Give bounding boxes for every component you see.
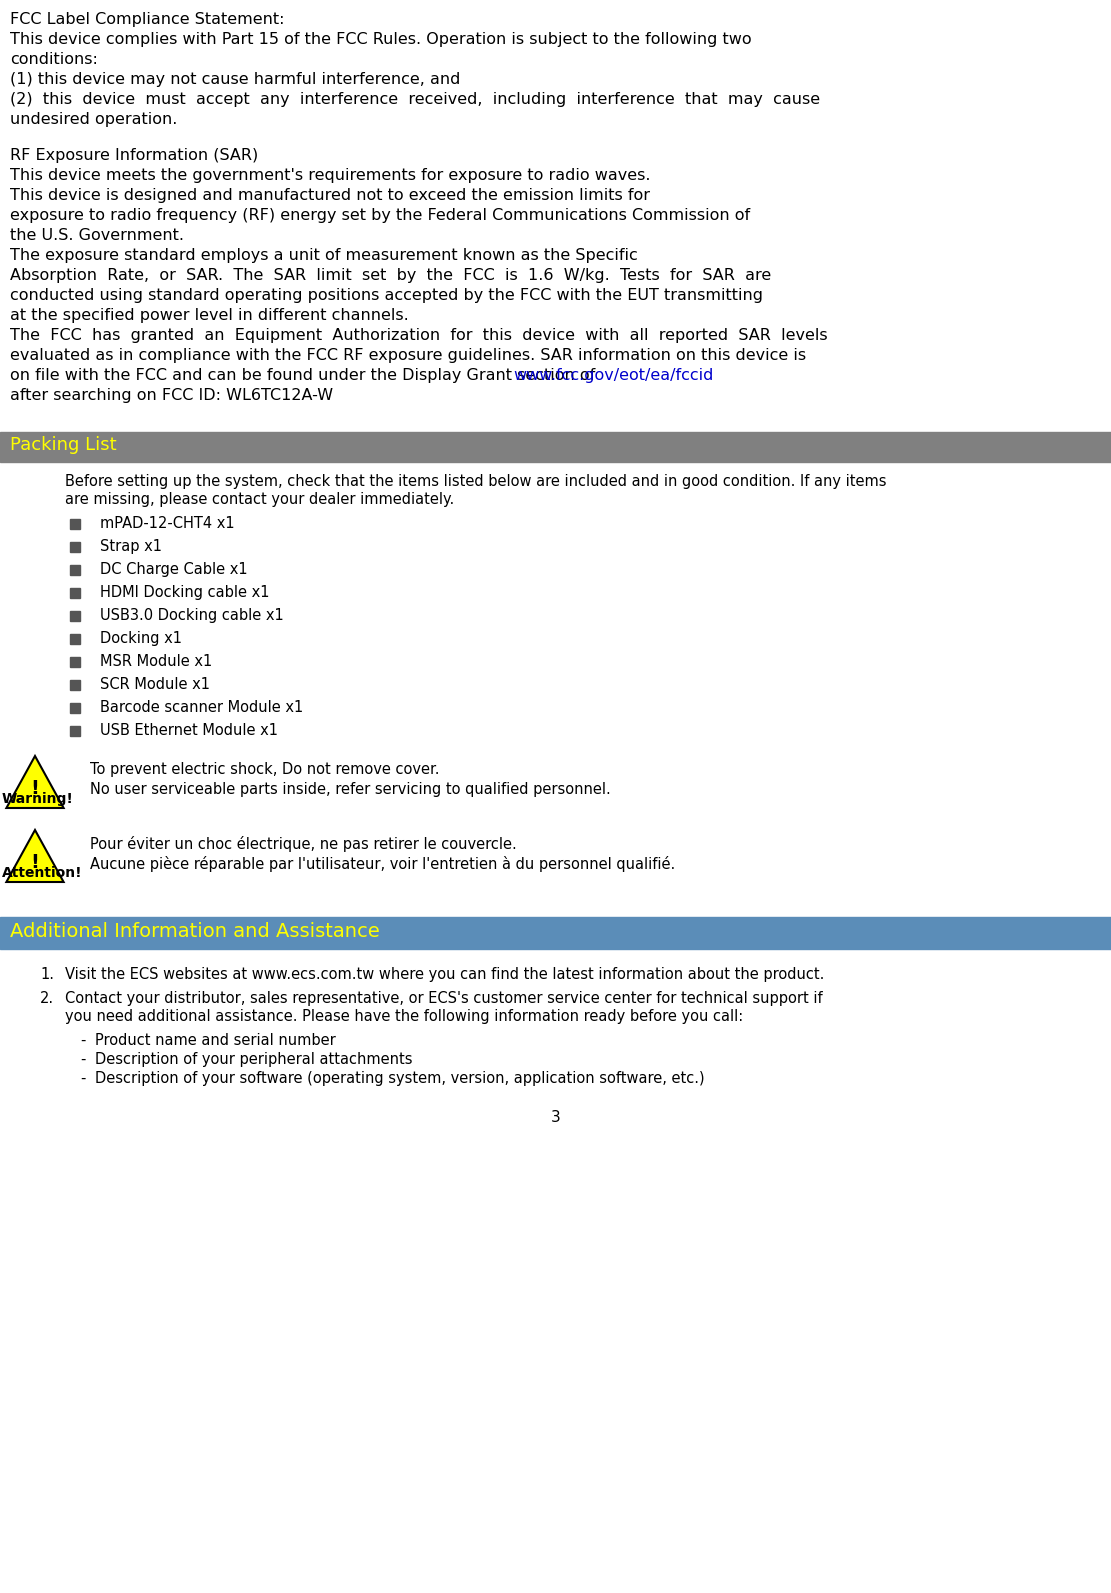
Text: are missing, please contact your dealer immediately.: are missing, please contact your dealer … [66,492,454,507]
Text: mPAD-12-CHT4 x1: mPAD-12-CHT4 x1 [100,516,234,530]
Text: USB3.0 Docking cable x1: USB3.0 Docking cable x1 [100,609,283,623]
Text: conducted using standard operating positions accepted by the FCC with the EUT tr: conducted using standard operating posit… [10,288,763,303]
Bar [70,519,80,529]
Text: conditions:: conditions: [10,53,98,67]
Bar [70,703,80,714]
Bar [70,656,80,667]
Text: at the specified power level in different channels.: at the specified power level in differen… [10,307,409,323]
Text: Additional Information and Assistance: Additional Information and Assistance [10,922,380,941]
Text: Warning!: Warning! [2,792,73,806]
Text: Description of your software (operating system, version, application software, e: Description of your software (operating … [96,1070,704,1086]
Polygon shape [7,757,63,808]
Text: www.fcc.gov/eot/ea/fccid: www.fcc.gov/eot/ea/fccid [513,368,714,382]
Text: Description of your peripheral attachments: Description of your peripheral attachmen… [96,1051,412,1067]
Bar [0,918,1111,949]
Text: (2)  this  device  must  accept  any  interference  received,  including  interf: (2) this device must accept any interfer… [10,92,820,107]
Bar [70,634,80,644]
Text: The  FCC  has  granted  an  Equipment  Authorization  for  this  device  with  a: The FCC has granted an Equipment Authori… [10,328,828,342]
Text: Docking x1: Docking x1 [100,631,182,647]
Text: -: - [80,1051,86,1067]
Text: -: - [80,1070,86,1086]
Text: on file with the FCC and can be found under the Display Grant section of: on file with the FCC and can be found un… [10,368,600,382]
Polygon shape [7,830,63,883]
Text: This device is designed and manufactured not to exceed the emission limits for: This device is designed and manufactured… [10,188,650,202]
Text: Product name and serial number: Product name and serial number [96,1032,336,1048]
Bar [70,726,80,736]
Bar [0,432,1111,462]
Text: This device complies with Part 15 of the FCC Rules. Operation is subject to the : This device complies with Part 15 of the… [10,32,752,48]
Text: Absorption  Rate,  or  SAR.  The  SAR  limit  set  by  the  FCC  is  1.6  W/kg. : Absorption Rate, or SAR. The SAR limit s… [10,268,771,284]
Text: RF Exposure Information (SAR): RF Exposure Information (SAR) [10,148,258,162]
Text: Visit the ECS websites at www.ecs.com.tw where you can find the latest informati: Visit the ECS websites at www.ecs.com.tw… [66,967,824,981]
Text: 2.: 2. [40,991,54,1007]
Text: The exposure standard employs a unit of measurement known as the Specific: The exposure standard employs a unit of … [10,249,638,263]
Text: SCR Module x1: SCR Module x1 [100,677,210,691]
Text: 3: 3 [551,1110,560,1125]
Bar [70,612,80,621]
Text: you need additional assistance. Please have the following information ready befo: you need additional assistance. Please h… [66,1008,743,1024]
Text: Packing List: Packing List [10,436,117,454]
Text: 1.: 1. [40,967,54,981]
Text: HDMI Docking cable x1: HDMI Docking cable x1 [100,585,270,601]
Text: (1) this device may not cause harmful interference, and: (1) this device may not cause harmful in… [10,72,460,88]
Text: evaluated as in compliance with the FCC RF exposure guidelines. SAR information : evaluated as in compliance with the FCC … [10,347,807,363]
Bar [70,588,80,597]
Bar [70,680,80,690]
Text: DC Charge Cable x1: DC Charge Cable x1 [100,562,248,577]
Text: -: - [80,1032,86,1048]
Bar [70,542,80,553]
Text: !: ! [31,852,39,871]
Text: USB Ethernet Module x1: USB Ethernet Module x1 [100,723,278,738]
Text: Contact your distributor, sales representative, or ECS's customer service center: Contact your distributor, sales represen… [66,991,822,1007]
Text: undesired operation.: undesired operation. [10,112,178,127]
Text: Strap x1: Strap x1 [100,538,162,554]
Text: Pour éviter un choc électrique, ne pas retirer le couvercle.: Pour éviter un choc électrique, ne pas r… [90,836,517,852]
Text: Attention!: Attention! [2,867,82,879]
Text: after searching on FCC ID: WL6TC12A-W: after searching on FCC ID: WL6TC12A-W [10,389,333,403]
Text: This device meets the government's requirements for exposure to radio waves.: This device meets the government's requi… [10,167,651,183]
Text: Before setting up the system, check that the items listed below are included and: Before setting up the system, check that… [66,475,887,489]
Text: To prevent electric shock, Do not remove cover.: To prevent electric shock, Do not remove… [90,761,440,777]
Text: No user serviceable parts inside, refer servicing to qualified personnel.: No user serviceable parts inside, refer … [90,782,611,796]
Text: the U.S. Government.: the U.S. Government. [10,228,184,244]
Text: !: ! [31,779,39,798]
Text: Aucune pièce réparable par l'utilisateur, voir l'entretien à du personnel qualif: Aucune pièce réparable par l'utilisateur… [90,855,675,871]
Text: Barcode scanner Module x1: Barcode scanner Module x1 [100,699,303,715]
Text: FCC Label Compliance Statement:: FCC Label Compliance Statement: [10,13,284,27]
Text: exposure to radio frequency (RF) energy set by the Federal Communications Commis: exposure to radio frequency (RF) energy … [10,209,750,223]
Text: MSR Module x1: MSR Module x1 [100,655,212,669]
Bar [70,566,80,575]
